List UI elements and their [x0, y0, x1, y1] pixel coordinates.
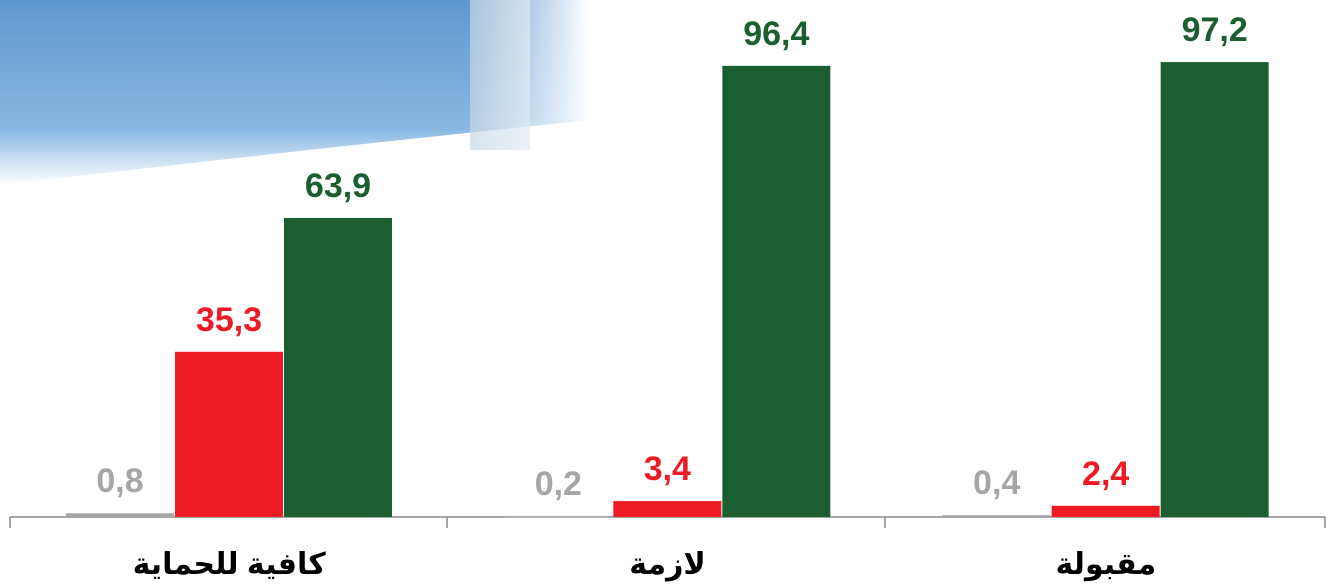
value-label: 2,4 — [1082, 455, 1129, 493]
value-label: 3,4 — [644, 450, 691, 488]
bar — [1051, 505, 1160, 517]
x-tick-label: لازمة — [629, 548, 705, 581]
x-tick-label: كافية للحماية — [133, 548, 327, 581]
value-label: 0,8 — [96, 462, 143, 500]
x-tick-label: مقبولة — [1055, 548, 1156, 581]
bar — [942, 515, 1051, 517]
value-label: 96,4 — [743, 15, 809, 53]
value-label: 35,3 — [196, 301, 262, 339]
background-image — [0, 0, 590, 190]
value-label: 0,2 — [535, 465, 582, 503]
value-label: 63,9 — [305, 167, 371, 205]
value-label: 0,4 — [973, 464, 1020, 502]
x-axis — [9, 516, 1326, 528]
bar — [66, 513, 174, 517]
bar — [722, 65, 831, 518]
bar — [284, 217, 392, 517]
bar — [1160, 62, 1269, 517]
bar — [504, 516, 613, 518]
bar — [175, 351, 283, 517]
bar — [613, 501, 722, 517]
value-label: 97,2 — [1182, 11, 1248, 49]
